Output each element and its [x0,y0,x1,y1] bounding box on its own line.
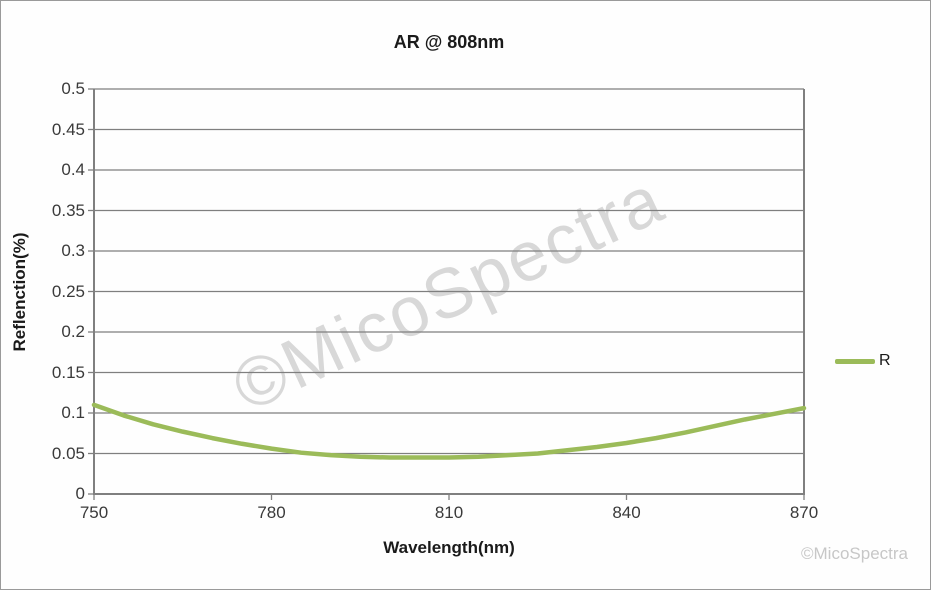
y-tick-label: 0.05 [51,443,85,463]
y-tick-label: 0.35 [51,200,85,220]
x-tick-label: 810 [434,503,464,522]
y-tick-label: 0.4 [61,160,85,179]
y-tick-label: 0.15 [51,362,85,382]
x-axis-title: Wavelength(nm) [383,538,515,557]
y-tick-label: 0.5 [61,79,85,98]
y-tick-label: 0.1 [61,403,85,422]
legend-label: R [879,352,891,369]
x-tick-label: 780 [257,503,286,522]
legend-line-sample [835,358,875,364]
y-tick-label: 0.45 [51,119,85,139]
legend: R [835,353,891,369]
y-tick-label: 0.3 [61,241,85,260]
y-tick-label: 0 [75,484,85,503]
y-tick-label: 0.25 [51,281,85,301]
x-tick-label: 870 [789,503,819,522]
chart-title: AR @ 808nm [393,32,505,52]
x-tick-label: 750 [79,503,109,522]
x-tick-label: 840 [612,503,641,522]
series-line-R [91,402,807,460]
y-tick-label: 0.2 [61,322,85,341]
corner-watermark: ©MicoSpectra [800,544,908,563]
